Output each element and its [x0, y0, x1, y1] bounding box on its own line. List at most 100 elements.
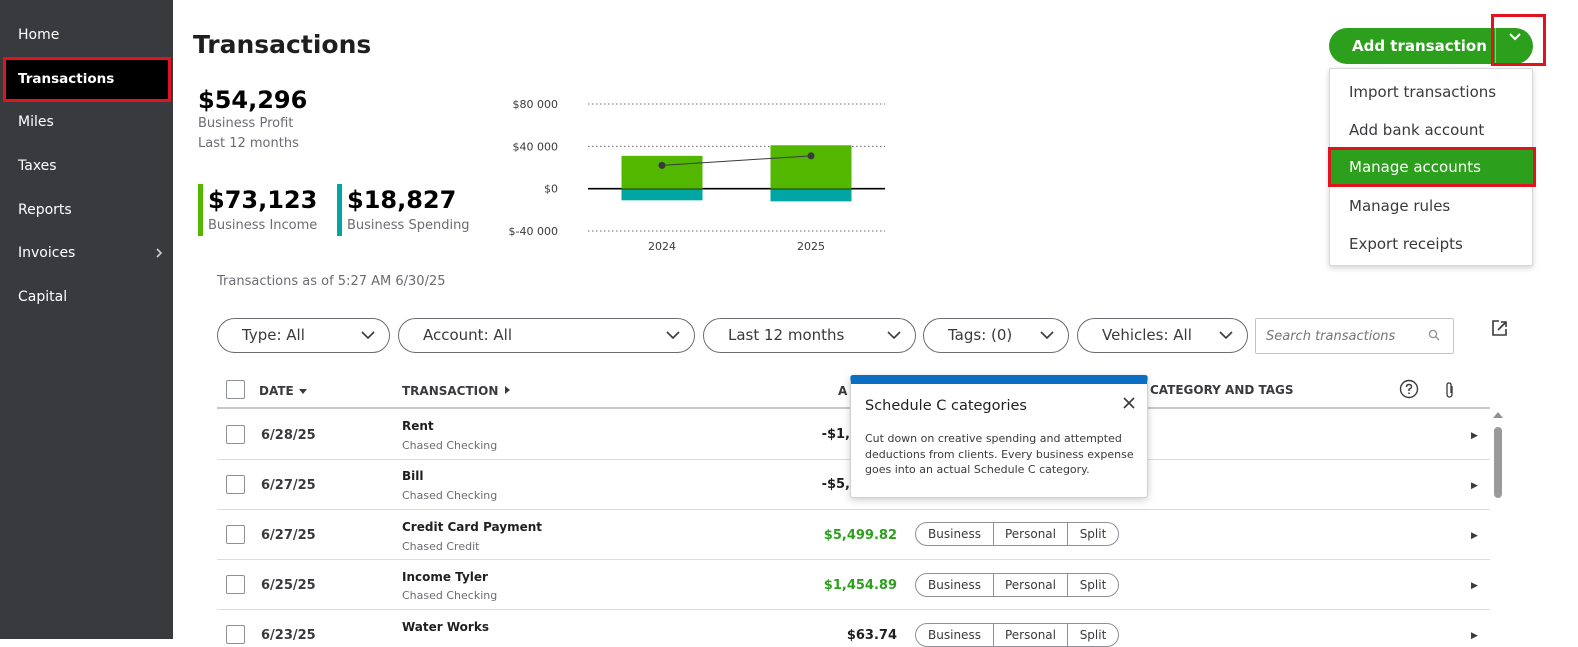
x-tick-label: 2025 — [797, 240, 825, 253]
split-button[interactable]: Split — [1079, 578, 1107, 592]
business-personal-toggle: Business Personal Split — [915, 623, 1119, 647]
expand-row-icon[interactable]: ▶ — [1471, 631, 1478, 641]
expand-row-icon[interactable]: ▶ — [1471, 581, 1478, 591]
tags-filter[interactable]: Tags: (0) — [923, 318, 1069, 353]
schedule-c-popover: Schedule C categories Cut down on creati… — [850, 375, 1148, 498]
sidebar-item-reports[interactable]: Reports — [0, 188, 173, 232]
popover-title: Schedule C categories — [865, 398, 1027, 414]
menu-item-manage-accounts[interactable]: Manage accounts — [1328, 147, 1536, 187]
row-date: 6/23/25 — [261, 628, 316, 643]
sidebar-item-label: Reports — [18, 202, 72, 218]
account-filter[interactable]: Account: All — [398, 318, 695, 353]
sidebar-item-invoices[interactable]: Invoices — [0, 231, 173, 275]
as-of-timestamp: Transactions as of 5:27 AM 6/30/25 — [217, 274, 446, 289]
export-icon[interactable] — [1489, 317, 1511, 339]
date-range-filter[interactable]: Last 12 months — [703, 318, 916, 353]
row-date: 6/25/25 — [261, 578, 316, 593]
chevron-down-icon — [887, 331, 901, 340]
page-title: Transactions — [193, 30, 372, 59]
search-icon[interactable] — [1428, 329, 1441, 342]
row-account: Chased Credit — [402, 540, 480, 553]
y-tick-label: $-40 000 — [509, 225, 558, 238]
sidebar-item-home[interactable]: Home — [0, 13, 173, 57]
row-account: Chased Checking — [402, 589, 498, 602]
row-date: 6/27/25 — [261, 478, 316, 493]
income-bar — [770, 145, 852, 189]
add-transaction-button[interactable]: Add transaction — [1329, 28, 1533, 64]
personal-button[interactable]: Personal — [994, 624, 1068, 646]
row-checkbox[interactable] — [226, 425, 245, 444]
search-input[interactable] — [1255, 318, 1454, 354]
chevron-down-icon — [1509, 33, 1521, 41]
type-filter-label: Type: All — [242, 326, 305, 344]
row-date: 6/27/25 — [261, 528, 316, 543]
transaction-header-label: TRANSACTION — [402, 384, 499, 398]
sidebar-item-label: Taxes — [18, 158, 57, 174]
row-amount: $5,499.82 — [823, 528, 897, 543]
business-button[interactable]: Business — [916, 574, 994, 596]
row-account: Chased Checking — [402, 489, 498, 502]
scroll-up-arrow[interactable] — [1493, 412, 1503, 418]
row-transaction-name: Water Works — [402, 620, 489, 634]
row-checkbox[interactable] — [226, 475, 245, 494]
profit-line — [661, 155, 812, 166]
spending-bar — [621, 189, 703, 201]
sidebar-item-label: Home — [18, 27, 60, 43]
scrollbar-thumb[interactable] — [1494, 427, 1502, 498]
row-amount: -$5, — [821, 477, 850, 492]
profit-point — [807, 152, 815, 160]
x-tick-label: 2024 — [648, 240, 676, 253]
close-icon[interactable] — [1122, 396, 1136, 410]
help-icon[interactable] — [1399, 379, 1419, 399]
spending-value: $18,827 — [347, 186, 457, 214]
sidebar-item-label: Miles — [18, 114, 54, 130]
sidebar-item-transactions[interactable]: Transactions — [3, 57, 171, 102]
income-label: Business Income — [208, 218, 318, 233]
menu-item-export-receipts[interactable]: Export receipts — [1349, 235, 1463, 253]
expand-row-icon[interactable]: ▶ — [1471, 481, 1478, 491]
spending-legend-mark — [337, 184, 342, 236]
sidebar-item-label: Invoices — [18, 245, 76, 261]
amount-column-header[interactable]: A — [838, 384, 848, 398]
menu-item-add-bank-account[interactable]: Add bank account — [1349, 121, 1485, 139]
row-checkbox[interactable] — [226, 625, 245, 644]
menu-item-import-transactions[interactable]: Import transactions — [1349, 83, 1497, 101]
sidebar-item-capital[interactable]: Capital — [0, 275, 173, 319]
type-filter[interactable]: Type: All — [217, 318, 390, 353]
row-divider — [217, 509, 1490, 510]
row-checkbox[interactable] — [226, 575, 245, 594]
business-button[interactable]: Business — [916, 624, 994, 646]
business-button[interactable]: Business — [916, 523, 994, 545]
profit-value: $54,296 — [198, 86, 308, 114]
select-all-checkbox[interactable] — [226, 380, 245, 399]
row-amount: $63.74 — [846, 628, 897, 643]
chevron-down-icon — [1040, 331, 1054, 340]
personal-button[interactable]: Personal — [994, 523, 1068, 545]
date-column-header[interactable]: DATE — [259, 384, 308, 398]
sort-right-icon — [504, 386, 510, 394]
category-column-header[interactable]: CATEGORY AND TAGS — [1150, 383, 1294, 397]
row-divider — [217, 559, 1490, 560]
business-personal-toggle: Business Personal Split — [915, 573, 1119, 597]
button-divider — [1495, 28, 1496, 64]
account-filter-label: Account: All — [423, 326, 512, 344]
expand-row-icon[interactable]: ▶ — [1471, 531, 1478, 541]
vehicles-filter-label: Vehicles: All — [1102, 326, 1192, 344]
split-button[interactable]: Split — [1079, 527, 1107, 541]
transaction-column-header[interactable]: TRANSACTION — [402, 384, 511, 398]
row-date: 6/28/25 — [261, 428, 316, 443]
income-value: $73,123 — [208, 186, 318, 214]
add-transaction-menu-toggle[interactable] — [1491, 14, 1546, 66]
menu-item-manage-rules[interactable]: Manage rules — [1349, 197, 1451, 215]
row-checkbox[interactable] — [226, 525, 245, 544]
expand-row-icon[interactable]: ▶ — [1471, 431, 1478, 441]
popover-body: Cut down on creative spending and attemp… — [865, 432, 1134, 476]
sidebar-item-miles[interactable]: Miles — [0, 100, 173, 144]
vehicles-filter[interactable]: Vehicles: All — [1077, 318, 1248, 353]
profit-point — [658, 161, 666, 169]
split-button[interactable]: Split — [1079, 628, 1107, 642]
row-transaction-name: Rent — [402, 419, 434, 433]
sidebar-item-taxes[interactable]: Taxes — [0, 144, 173, 188]
personal-button[interactable]: Personal — [994, 574, 1068, 596]
add-transaction-label: Add transaction — [1352, 37, 1487, 55]
